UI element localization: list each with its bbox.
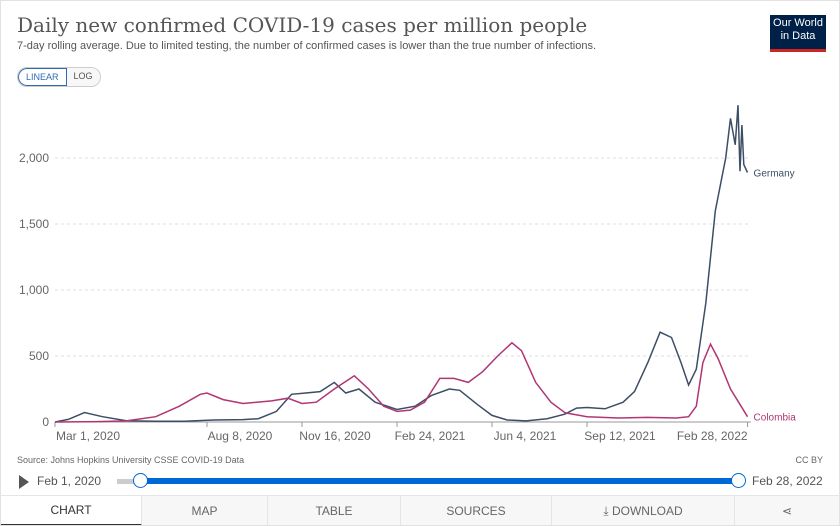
y-tick-label: 2,000 [19,151,49,165]
series-line-colombia [54,341,749,423]
tab-chart[interactable]: CHART [1,496,142,525]
tab-sources[interactable]: SOURCES [401,496,552,525]
download-icon: ⤓ [603,503,612,518]
timeline-range[interactable] [140,478,738,484]
x-tick-label: Aug 8, 2020 [208,429,273,443]
series-label-colombia: Colombia [754,413,797,424]
logo-line: in Data [780,30,816,42]
download-label: DOWNLOAD [611,504,683,518]
subtitle: 7-day rolling average. Due to limited te… [17,40,597,52]
timeline-end-handle[interactable] [731,473,746,488]
y-tick-label: 500 [29,349,49,363]
y-tick-label: 1,000 [19,283,49,297]
license[interactable]: CC BY [795,455,823,465]
share-icon: ⋖ [781,504,793,518]
start-date: Feb 1, 2020 [37,474,102,488]
line-chart: 0 500 1,000 1,500 2,000 Mar 1, 2020 Aug 8, 202… [19,105,797,443]
source-note: Source: Johns Hopkins University CSSE CO… [17,455,245,465]
x-tick-label: Feb 28, 2022 [677,429,748,443]
tab-table[interactable]: TABLE [268,496,401,525]
timeline-start-handle[interactable] [133,473,148,488]
x-tick-label: Jun 4, 2021 [494,429,557,443]
series-line-germany [54,105,749,423]
y-tick-label: 1,500 [19,217,49,231]
y-tick-label: 0 [42,415,49,429]
share-button[interactable]: ⋖ [735,496,839,525]
play-icon[interactable] [19,475,29,489]
linear-button[interactable]: LINEAR [18,68,67,86]
owid-logo[interactable]: Our World in Data [770,15,826,52]
log-button[interactable]: LOG [66,68,100,86]
tab-download[interactable]: ⤓ DOWNLOAD [552,496,735,525]
page-title: Daily new confirmed COVID-19 cases per m… [17,13,588,37]
x-tick-label: Sep 12, 2021 [584,429,656,443]
x-tick-label: Mar 1, 2020 [56,429,120,443]
series-label-germany: Germany [754,169,795,180]
end-date: Feb 28, 2022 [752,474,823,488]
scale-toggle: LINEAR LOG [17,67,101,87]
tab-map[interactable]: MAP [142,496,268,525]
logo-line: Our World [773,17,823,29]
tab-bar: CHART MAP TABLE SOURCES ⤓ DOWNLOAD ⋖ [1,495,839,525]
x-tick-label: Feb 24, 2021 [395,429,466,443]
x-tick-label: Nov 16, 2020 [299,429,371,443]
